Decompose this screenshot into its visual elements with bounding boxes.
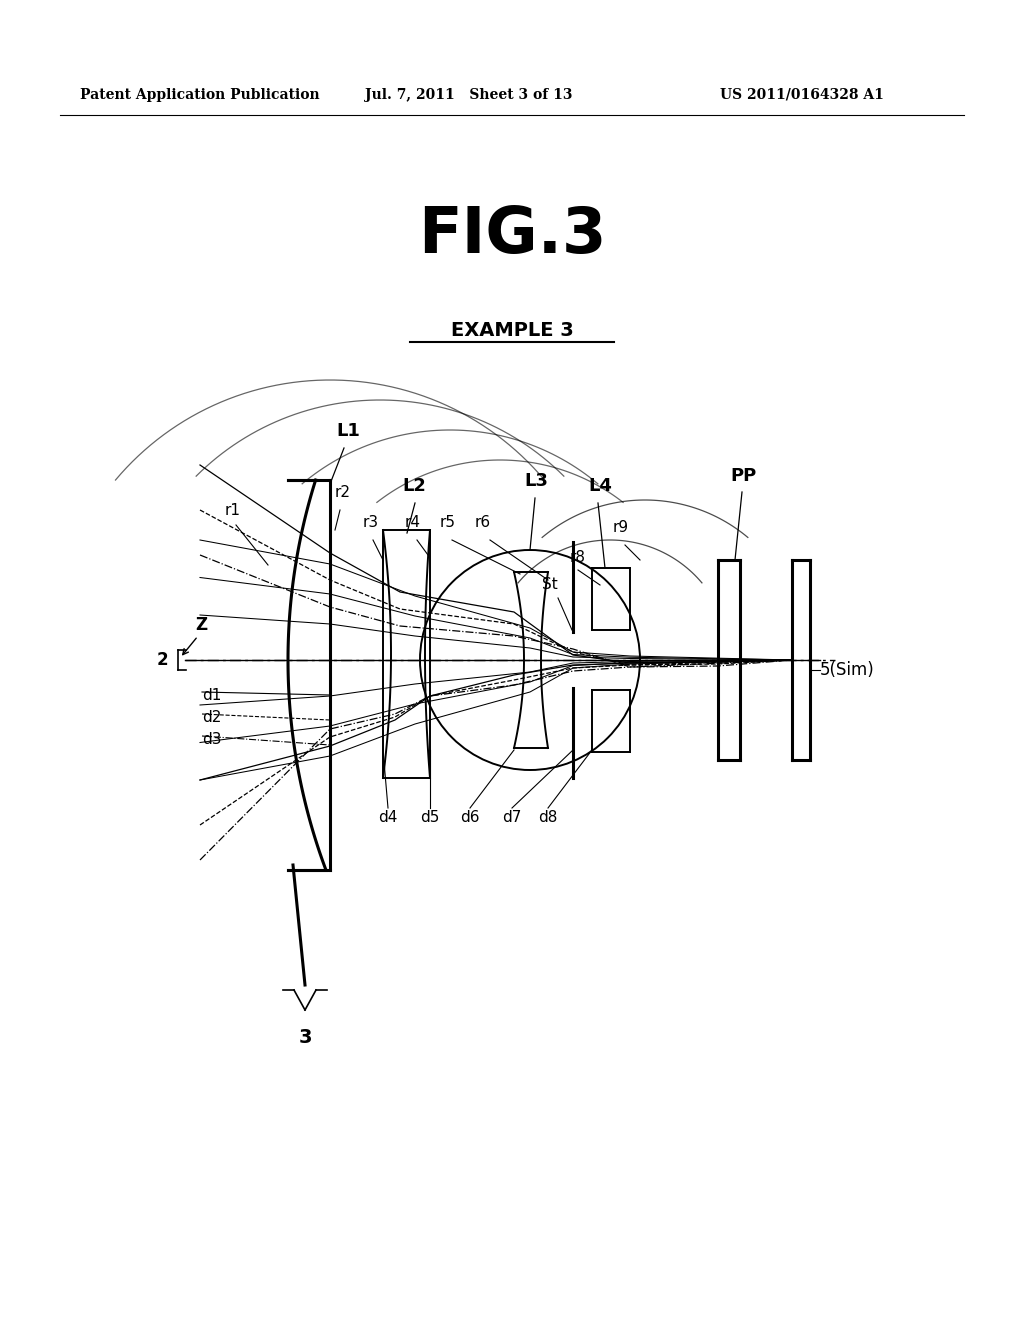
Text: r3: r3: [362, 515, 379, 531]
Text: Patent Application Publication: Patent Application Publication: [80, 88, 319, 102]
Text: d5: d5: [420, 810, 439, 825]
Text: d1: d1: [202, 688, 221, 704]
Text: r4: r4: [406, 515, 421, 531]
Text: r6: r6: [475, 515, 492, 531]
Text: 3: 3: [298, 1028, 311, 1047]
Text: Jul. 7, 2011   Sheet 3 of 13: Jul. 7, 2011 Sheet 3 of 13: [365, 88, 572, 102]
Text: 2: 2: [157, 651, 168, 669]
Text: d3: d3: [202, 733, 221, 747]
Text: r5: r5: [440, 515, 456, 531]
Text: r9: r9: [613, 520, 629, 535]
Text: L3: L3: [524, 473, 548, 490]
Text: 5(Sim): 5(Sim): [820, 661, 874, 678]
Text: d4: d4: [378, 810, 397, 825]
Text: L2: L2: [402, 477, 426, 495]
Text: Z: Z: [195, 616, 207, 634]
Text: US 2011/0164328 A1: US 2011/0164328 A1: [720, 88, 884, 102]
Text: d8: d8: [539, 810, 558, 825]
Text: d6: d6: [460, 810, 480, 825]
Text: r1: r1: [225, 503, 241, 517]
Text: EXAMPLE 3: EXAMPLE 3: [451, 321, 573, 339]
Text: FIG.3: FIG.3: [418, 205, 606, 267]
Text: r2: r2: [335, 484, 351, 500]
Text: r8: r8: [570, 550, 586, 565]
Text: L4: L4: [588, 477, 612, 495]
Text: L1: L1: [336, 422, 359, 440]
Text: PP: PP: [730, 467, 757, 484]
Text: d2: d2: [202, 710, 221, 725]
Text: St: St: [542, 577, 558, 591]
Text: d7: d7: [503, 810, 521, 825]
